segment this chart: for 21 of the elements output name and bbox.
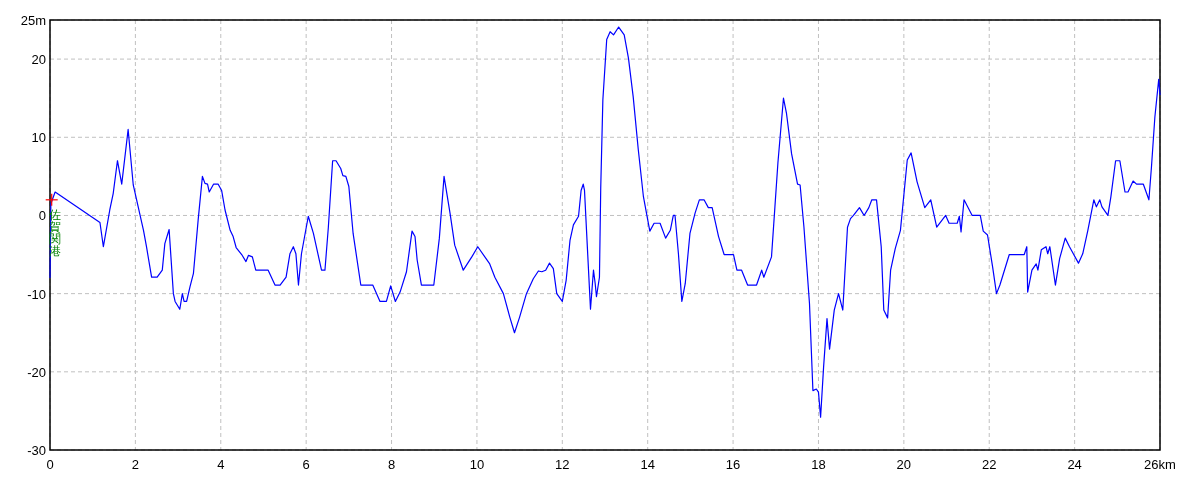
x-tick-label: 10 <box>469 457 485 472</box>
y-tick-label: -20 <box>27 364 46 380</box>
x-tick-label: 6 <box>302 457 310 472</box>
x-tick-label: 14 <box>640 457 655 472</box>
y-tick-label: -10 <box>27 286 46 302</box>
line-series <box>49 26 1161 418</box>
x-tick-label: 16 <box>725 457 741 472</box>
y-tick-label: 0 <box>38 208 46 224</box>
x-tick-label: 18 <box>811 457 826 472</box>
y-tick-label: 20 <box>31 52 46 68</box>
x-tick-label: 4 <box>217 457 225 472</box>
x-tick-label: 24 <box>1067 457 1082 472</box>
y-tick-label: 25m <box>20 13 46 28</box>
x-tick-label: 20 <box>896 457 912 472</box>
x-tick-label: 22 <box>982 457 997 472</box>
x-tick-label: 2 <box>131 457 139 472</box>
x-tick-label: 12 <box>555 457 570 472</box>
y-tick-label: 10 <box>31 130 46 146</box>
x-tick-label: 8 <box>387 457 396 472</box>
y-tick-label: -30 <box>27 443 46 458</box>
x-tick-label: 26km <box>1144 457 1176 472</box>
